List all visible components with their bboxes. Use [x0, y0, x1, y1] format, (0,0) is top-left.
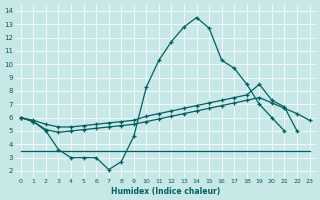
- X-axis label: Humidex (Indice chaleur): Humidex (Indice chaleur): [111, 187, 220, 196]
